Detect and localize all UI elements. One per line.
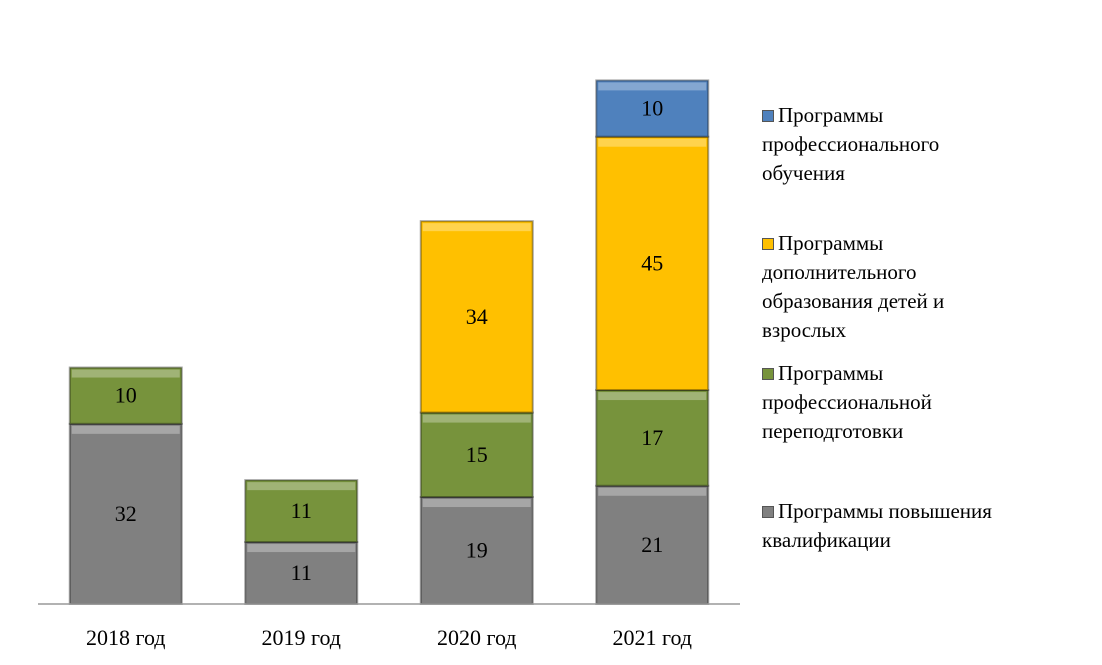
x-tick-label: 2020 год	[437, 625, 517, 650]
data-label: 21	[641, 532, 663, 557]
legend-entry: Программы профессиональной переподготовк…	[762, 359, 1022, 446]
bar-segment	[595, 484, 710, 605]
bar-segment	[419, 220, 534, 414]
data-label: 15	[466, 442, 488, 467]
bar-segment	[595, 79, 710, 138]
bar-bevel	[247, 544, 356, 553]
bar-segment	[419, 496, 534, 605]
data-label: 10	[641, 96, 663, 121]
data-label: 34	[466, 304, 488, 329]
bar-bevel	[598, 392, 707, 401]
legend-swatch	[762, 110, 774, 122]
data-label: 10	[115, 383, 137, 408]
legend-swatch	[762, 368, 774, 380]
legend-entry: Программы профессионального обучения	[762, 101, 1022, 188]
bar-segment	[244, 479, 359, 544]
data-label: 19	[466, 538, 488, 563]
bar-bevel	[71, 369, 180, 378]
legend-label: Программы дополнительного образования де…	[762, 231, 945, 342]
data-label: 17	[641, 425, 663, 450]
bar-bevel	[247, 482, 356, 491]
data-label: 11	[291, 498, 312, 523]
bar-bevel	[71, 425, 180, 434]
x-tick-label: 2019 год	[261, 625, 341, 650]
x-tick-label: 2018 год	[86, 625, 166, 650]
bar-bevel	[598, 138, 707, 147]
legend-label: Программы профессиональной переподготовк…	[762, 361, 932, 443]
legend-swatch	[762, 506, 774, 518]
data-label: 45	[641, 250, 663, 275]
data-label: 11	[291, 560, 312, 585]
x-tick-label: 2021 год	[612, 625, 692, 650]
legend-label: Программы повышения квалификации	[762, 499, 992, 552]
legend-entry: Программы повышения квалификации	[762, 497, 1022, 555]
bar-bevel	[422, 499, 531, 508]
bar-segment	[595, 135, 710, 392]
bar-segment	[68, 366, 183, 425]
bar-segment	[595, 389, 710, 487]
legend-label: Программы профессионального обучения	[762, 103, 940, 185]
bar-segment	[244, 541, 359, 606]
legend-entry: Программы дополнительного образования де…	[762, 229, 1022, 345]
bar-bevel	[598, 82, 707, 91]
legend-swatch	[762, 238, 774, 250]
bar-bevel	[598, 487, 707, 496]
bar-segment	[419, 411, 534, 499]
bar-bevel	[422, 223, 531, 232]
bar-bevel	[422, 414, 531, 423]
bar-segment	[68, 422, 183, 605]
data-label: 32	[115, 501, 137, 526]
